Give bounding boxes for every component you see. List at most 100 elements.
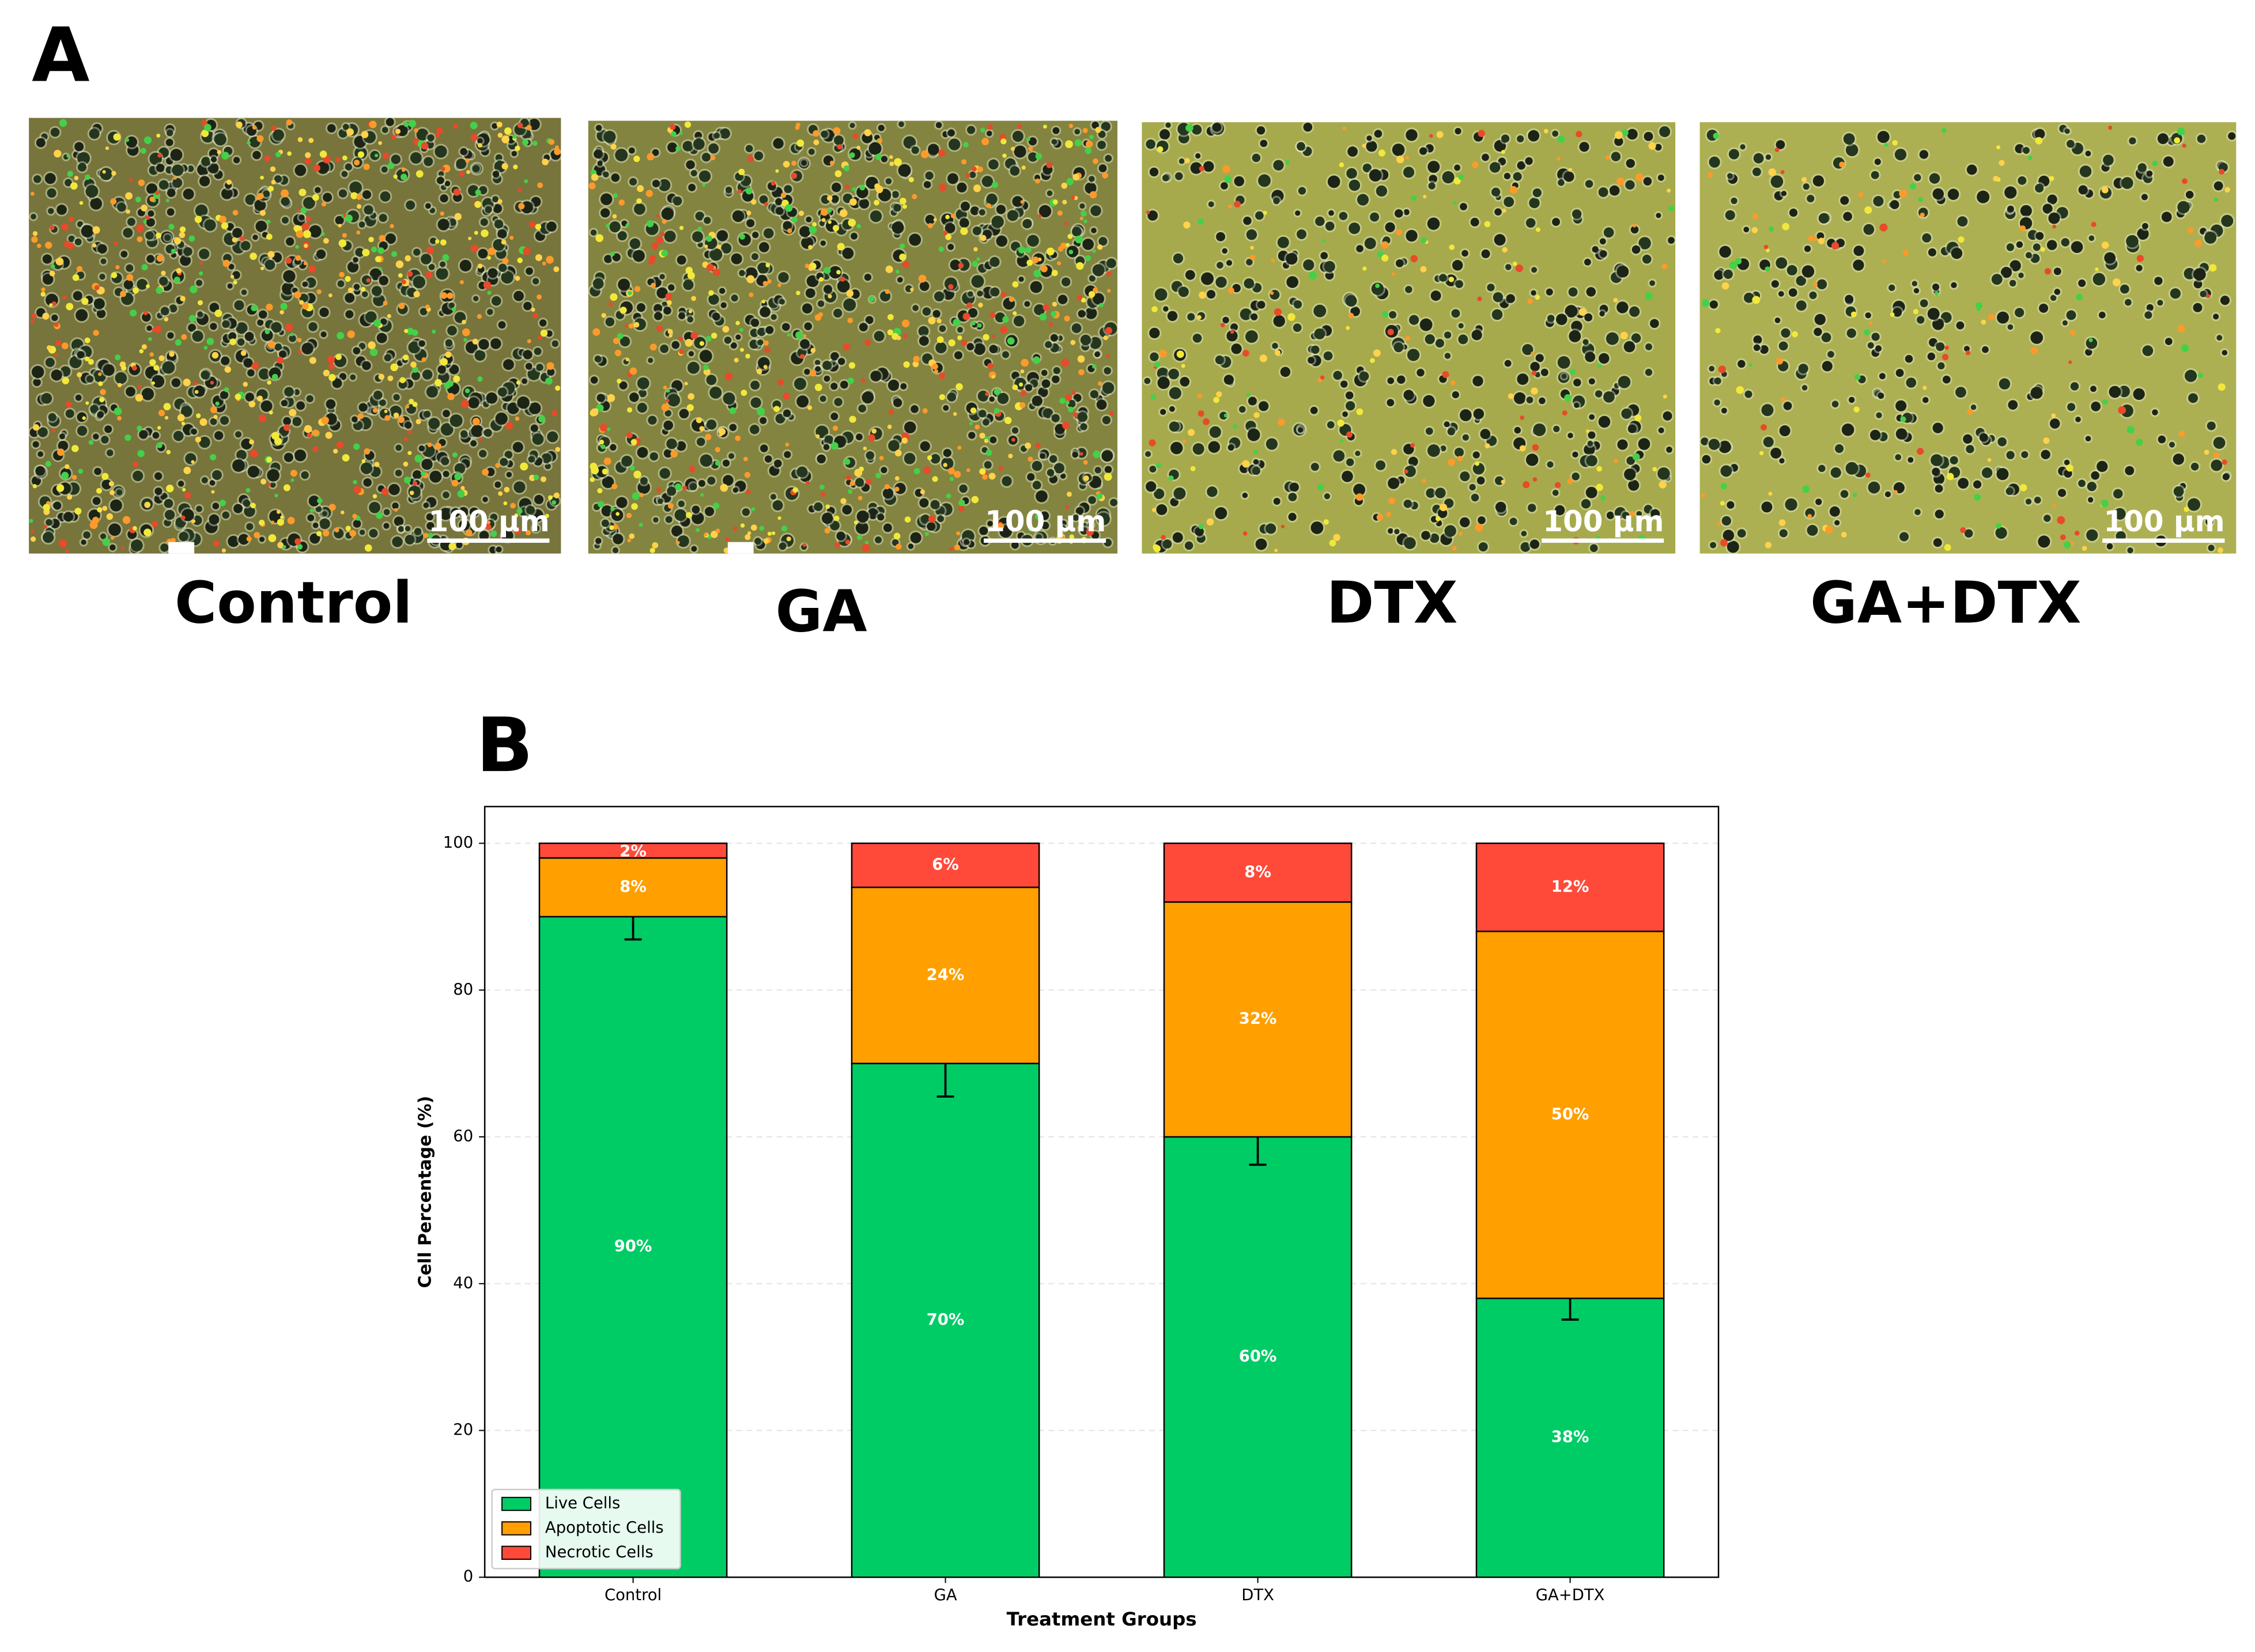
cell: [491, 296, 501, 306]
stained-cell: [1034, 443, 1041, 449]
cell: [1088, 496, 1096, 504]
cell: [698, 170, 711, 182]
stained-cell: [52, 429, 56, 433]
stained-cell: [214, 309, 222, 317]
cell: [416, 128, 429, 141]
cell: [1192, 443, 1204, 455]
cell: [877, 513, 885, 521]
cell: [667, 486, 677, 496]
stained-cell: [45, 241, 52, 249]
cell: [1221, 182, 1228, 190]
stained-cell: [307, 433, 312, 438]
cell: [65, 409, 74, 418]
stained-cell: [739, 233, 746, 240]
cell: [966, 343, 974, 350]
stained-cell: [203, 346, 208, 350]
cell: [1062, 277, 1071, 286]
cell: [232, 228, 243, 238]
stained-cell: [383, 152, 389, 159]
stained-cell: [81, 297, 89, 305]
cell: [440, 261, 446, 267]
stained-cell: [613, 193, 618, 198]
stained-cell: [903, 361, 910, 368]
cell: [735, 334, 741, 340]
stained-cell: [1085, 255, 1091, 261]
stained-cell: [334, 527, 339, 533]
cell: [282, 282, 294, 295]
stained-cell: [321, 232, 325, 236]
stained-cell: [283, 424, 290, 431]
stained-cell: [670, 124, 676, 130]
cell: [370, 212, 376, 219]
stained-cell: [865, 479, 872, 485]
stained-cell: [948, 284, 954, 290]
stained-cell: [834, 542, 841, 548]
stained-cell: [277, 519, 284, 526]
stained-cell: [250, 252, 257, 260]
stained-cell: [599, 424, 608, 432]
stained-cell: [256, 135, 264, 142]
stained-cell: [729, 407, 736, 414]
stained-cell: [678, 337, 683, 342]
cell: [1547, 315, 1555, 322]
cell: [353, 283, 360, 290]
cell: [784, 451, 791, 458]
cell: [426, 522, 435, 530]
cell: [1223, 375, 1234, 385]
stained-cell: [722, 326, 730, 333]
stained-cell: [864, 540, 869, 545]
cell: [1529, 198, 1540, 209]
cell: [302, 281, 308, 288]
cell: [1077, 412, 1087, 422]
stained-cell: [384, 415, 391, 421]
stained-cell: [136, 224, 145, 233]
stained-cell: [408, 119, 417, 128]
stained-cell: [648, 259, 654, 265]
cell: [986, 194, 998, 205]
cell: [595, 124, 602, 131]
cell: [637, 447, 648, 458]
cell: [934, 291, 945, 301]
stained-cell: [339, 271, 345, 278]
cell: [1439, 274, 1447, 282]
cell: [197, 311, 203, 317]
cell: [504, 451, 513, 459]
stained-cell: [120, 290, 127, 297]
stained-cell: [49, 303, 53, 307]
cell: [1598, 187, 1608, 197]
cell: [68, 235, 75, 243]
stained-cell: [770, 181, 776, 186]
cell: [379, 275, 388, 286]
stained-cell: [617, 379, 622, 384]
stained-cell: [442, 254, 450, 261]
stained-cell: [1010, 146, 1015, 151]
stained-cell: [146, 284, 150, 289]
stained-cell: [447, 393, 455, 400]
stained-cell: [981, 138, 989, 146]
cell: [167, 130, 173, 137]
stained-cell: [85, 401, 89, 405]
stained-cell: [70, 182, 78, 190]
cell: [770, 494, 776, 500]
cell: [1419, 147, 1427, 155]
cell: [1469, 483, 1476, 491]
cell: [222, 511, 230, 519]
cell: [286, 237, 294, 246]
cell: [1531, 267, 1538, 273]
cell: [525, 362, 532, 370]
stained-cell: [43, 504, 50, 512]
cell: [473, 296, 479, 301]
stained-cell: [384, 409, 388, 413]
cell: [201, 477, 208, 483]
stained-cell: [1062, 199, 1067, 205]
stained-cell: [688, 393, 694, 400]
stained-cell: [1007, 337, 1015, 345]
stained-cell: [515, 416, 520, 421]
cell: [1052, 375, 1060, 383]
cell: [199, 176, 210, 187]
stained-cell: [894, 449, 902, 457]
cell: [271, 322, 282, 333]
stained-cell: [270, 166, 276, 172]
cell: [856, 433, 863, 441]
cell: [1585, 351, 1596, 362]
